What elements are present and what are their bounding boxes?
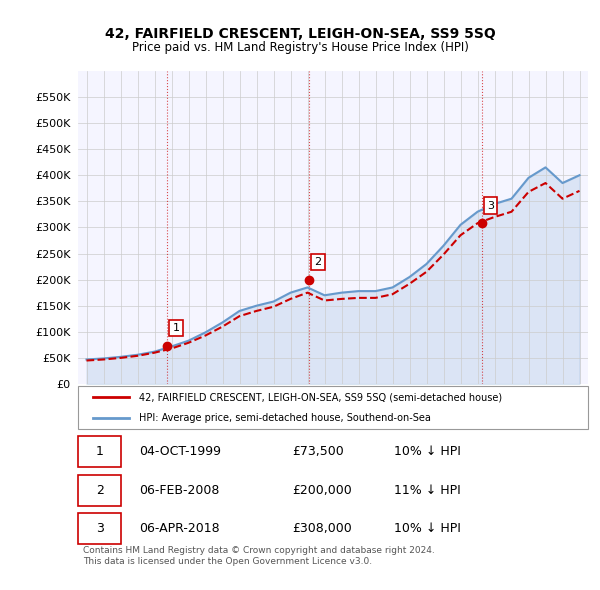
Text: 42, FAIRFIELD CRESCENT, LEIGH-ON-SEA, SS9 5SQ: 42, FAIRFIELD CRESCENT, LEIGH-ON-SEA, SS…: [104, 27, 496, 41]
Text: 10% ↓ HPI: 10% ↓ HPI: [394, 445, 461, 458]
Text: 04-OCT-1999: 04-OCT-1999: [139, 445, 221, 458]
Text: 1: 1: [172, 323, 179, 333]
FancyBboxPatch shape: [78, 386, 588, 429]
Text: 3: 3: [96, 522, 104, 535]
Text: 10% ↓ HPI: 10% ↓ HPI: [394, 522, 461, 535]
FancyBboxPatch shape: [78, 437, 121, 467]
Text: 2: 2: [314, 257, 321, 267]
Text: £308,000: £308,000: [292, 522, 352, 535]
Text: 1: 1: [96, 445, 104, 458]
Text: 06-APR-2018: 06-APR-2018: [139, 522, 220, 535]
FancyBboxPatch shape: [78, 513, 121, 544]
Text: HPI: Average price, semi-detached house, Southend-on-Sea: HPI: Average price, semi-detached house,…: [139, 413, 431, 423]
Text: Contains HM Land Registry data © Crown copyright and database right 2024.
This d: Contains HM Land Registry data © Crown c…: [83, 546, 435, 566]
Text: £73,500: £73,500: [292, 445, 344, 458]
Text: 42, FAIRFIELD CRESCENT, LEIGH-ON-SEA, SS9 5SQ (semi-detached house): 42, FAIRFIELD CRESCENT, LEIGH-ON-SEA, SS…: [139, 392, 502, 402]
Text: 06-FEB-2008: 06-FEB-2008: [139, 484, 220, 497]
Text: 11% ↓ HPI: 11% ↓ HPI: [394, 484, 461, 497]
FancyBboxPatch shape: [78, 475, 121, 506]
Text: £200,000: £200,000: [292, 484, 352, 497]
Text: Price paid vs. HM Land Registry's House Price Index (HPI): Price paid vs. HM Land Registry's House …: [131, 41, 469, 54]
Text: 2: 2: [96, 484, 104, 497]
Text: 3: 3: [487, 201, 494, 211]
